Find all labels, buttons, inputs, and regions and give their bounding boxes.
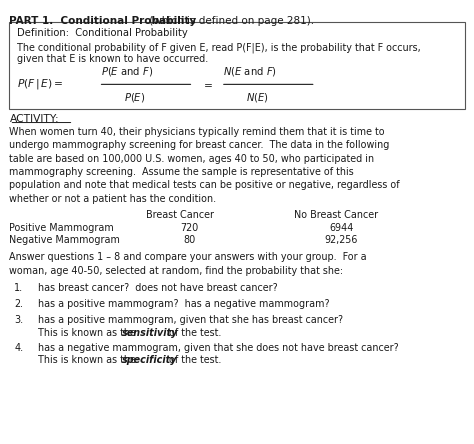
Text: $N(E)$: $N(E)$ [246,91,269,104]
Text: has a positive mammogram?  has a negative mammogram?: has a positive mammogram? has a negative… [38,299,329,309]
Text: has a negative mammogram, given that she does not have breast cancer?: has a negative mammogram, given that she… [38,343,399,353]
Text: This is known as the: This is known as the [38,328,139,338]
Text: Positive Mammogram: Positive Mammogram [9,223,114,233]
Text: $P(F\,|\,E) =$: $P(F\,|\,E) =$ [17,77,63,91]
Text: has a positive mammogram, given that she has breast cancer?: has a positive mammogram, given that she… [38,315,343,325]
Text: undergo mammography screening for breast cancer.  The data in the following: undergo mammography screening for breast… [9,140,390,151]
Text: 92,256: 92,256 [325,235,358,246]
FancyBboxPatch shape [9,22,465,109]
Text: $P(E\ \mathrm{and}\ F)$: $P(E\ \mathrm{and}\ F)$ [101,64,154,78]
Text: 2.: 2. [14,299,23,309]
Text: 1.: 1. [14,283,23,293]
Text: The conditional probability of F given E, read P(F|E), is the probability that F: The conditional probability of F given E… [17,42,420,53]
Text: specificity: specificity [122,355,178,365]
Text: Answer questions 1 – 8 and compare your answers with your group.  For a: Answer questions 1 – 8 and compare your … [9,252,367,262]
Text: (which is defined on page 281).: (which is defined on page 281). [146,16,314,26]
Text: Negative Mammogram: Negative Mammogram [9,235,120,246]
Text: population and note that medical tests can be positive or negative, regardless o: population and note that medical tests c… [9,180,400,190]
Text: PART 1.  Conditional Probability: PART 1. Conditional Probability [9,16,197,26]
Text: of the test.: of the test. [166,328,221,338]
Text: This is known as the: This is known as the [38,355,139,365]
Text: ACTIVITY:: ACTIVITY: [9,114,59,124]
Text: has breast cancer?  does not have breast cancer?: has breast cancer? does not have breast … [38,283,278,293]
Text: 720: 720 [181,223,199,233]
Text: whether or not a patient has the condition.: whether or not a patient has the conditi… [9,194,217,204]
Text: of the test.: of the test. [166,355,221,365]
Text: 80: 80 [183,235,196,246]
Text: given that E is known to have occurred.: given that E is known to have occurred. [17,54,208,64]
Text: Breast Cancer: Breast Cancer [146,210,214,221]
Text: $N(E\ \mathrm{and}\ F)$: $N(E\ \mathrm{and}\ F)$ [223,64,277,78]
Text: $P(E)$: $P(E)$ [124,91,145,104]
Text: When women turn 40, their physicians typically remind them that it is time to: When women turn 40, their physicians typ… [9,127,385,137]
Text: table are based on 100,000 U.S. women, ages 40 to 50, who participated in: table are based on 100,000 U.S. women, a… [9,154,374,164]
Text: woman, age 40-50, selected at random, find the probability that she:: woman, age 40-50, selected at random, fi… [9,266,344,276]
Text: Definition:  Conditional Probability: Definition: Conditional Probability [17,28,187,38]
Text: mammography screening.  Assume the sample is representative of this: mammography screening. Assume the sample… [9,167,354,177]
Text: sensitivity: sensitivity [122,328,179,338]
Text: No Breast Cancer: No Breast Cancer [294,210,379,221]
Text: 4.: 4. [14,343,23,353]
Text: 3.: 3. [14,315,23,325]
Text: $=$: $=$ [201,79,212,89]
Text: 6944: 6944 [329,223,354,233]
